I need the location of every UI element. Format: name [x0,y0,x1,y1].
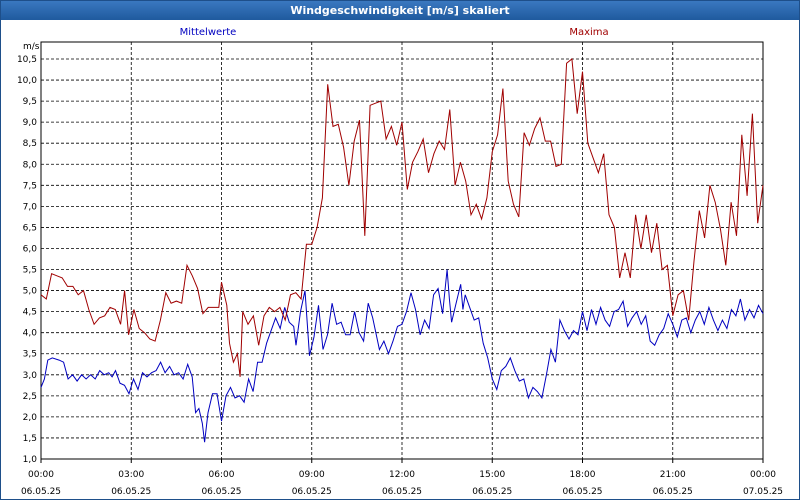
y-tick-label: 4,0 [23,329,38,339]
x-tick-time: 12:00 [389,470,415,480]
y-tick-label: 1,0 [23,455,38,465]
series-line-maxima [40,58,764,377]
y-tick-label: 10,5 [17,55,37,65]
series-line-mittelwerte [40,269,764,443]
grid-lines [40,41,764,463]
x-tick-time: 21:00 [660,470,686,480]
x-tick-date: 06.05.25 [21,487,61,497]
y-tick-label: 7,5 [23,181,37,191]
x-tick-time: 00:00 [28,470,54,480]
series-lines [40,58,764,443]
x-tick-date: 06.05.25 [653,487,693,497]
x-tick-date: 06.05.25 [292,487,332,497]
x-tick-time: 15:00 [479,470,505,480]
y-axis-unit: m/s [23,42,40,52]
y-tick-label: 5,5 [23,266,37,276]
y-tick-label: 6,5 [23,223,37,233]
window-title: Windgeschwindigkeit [m/s] skaliert [1,1,799,20]
x-tick-time: 06:00 [209,470,235,480]
y-tick-label: 1,5 [23,434,37,444]
x-tick-time: 03:00 [118,470,144,480]
y-tick-labels: 1,0 1,5 2,0 2,5 3,0 3,5 4,0 4,5 5,0 5,5 6,0 6,5 7,0 7… [17,55,37,465]
y-tick-label: 7,0 [23,202,38,212]
y-tick-label: 2,0 [23,413,38,423]
y-tick-label: 9,5 [23,97,37,107]
y-tick-label: 6,0 [23,244,38,254]
y-tick-label: 4,5 [23,308,37,318]
x-tick-date: 06.05.25 [472,487,512,497]
x-tick-labels: 00:00 06.05.25 03:00 06.05.25 06:00 06.05.25 0… [21,470,783,497]
x-tick-time: 18:00 [570,470,596,480]
legend-mittelwerte: Mittelwerte [180,27,237,38]
y-tick-label: 8,5 [23,139,37,149]
legend-maxima: Maxima [569,27,608,38]
y-tick-label: 8,0 [23,160,38,170]
x-tick-date: 06.05.25 [111,487,151,497]
y-tick-label: 5,0 [23,287,38,297]
x-tick-time: 00:00 [750,470,776,480]
y-tick-label: 2,5 [23,392,37,402]
y-tick-label: 3,0 [23,371,38,381]
x-tick-date: 06.05.25 [382,487,422,497]
x-tick-date: 06.05.25 [562,487,602,497]
x-tick-time: 09:00 [299,470,325,480]
y-tick-label: 3,5 [23,350,37,360]
y-tick-label: 9,0 [23,118,38,128]
x-tick-date: 07.05.25 [743,487,783,497]
y-tick-label: 10,0 [17,76,37,86]
x-tick-date: 06.05.25 [201,487,241,497]
